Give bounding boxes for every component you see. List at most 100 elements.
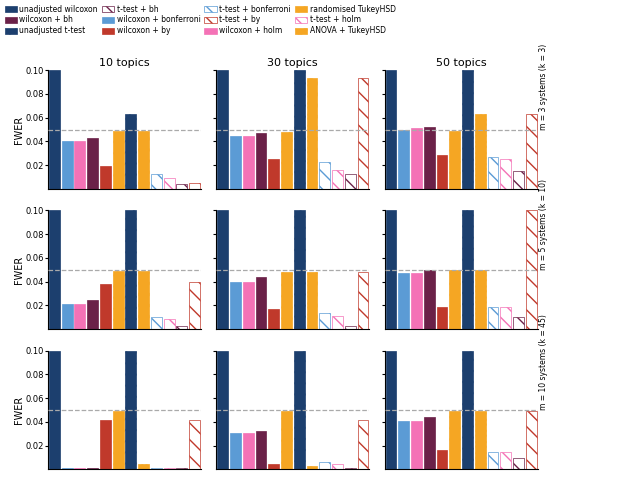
Bar xyxy=(49,211,60,329)
Bar xyxy=(385,350,396,469)
Bar xyxy=(243,136,253,189)
Bar xyxy=(61,304,72,329)
Bar xyxy=(462,211,473,329)
Bar xyxy=(307,272,317,329)
Bar xyxy=(398,273,409,329)
Bar xyxy=(411,421,422,469)
Bar xyxy=(345,174,356,189)
Bar xyxy=(217,70,228,189)
Bar xyxy=(268,464,279,469)
Bar xyxy=(488,157,499,189)
Bar xyxy=(189,420,200,469)
Bar xyxy=(100,166,111,189)
Text: m = 3 systems (k = 3): m = 3 systems (k = 3) xyxy=(540,44,548,130)
Bar xyxy=(164,178,175,189)
Bar xyxy=(268,159,279,189)
Bar xyxy=(526,211,537,329)
Bar xyxy=(500,159,511,189)
Bar xyxy=(87,138,98,189)
Bar xyxy=(307,466,317,469)
Bar xyxy=(307,78,317,189)
Bar xyxy=(281,132,292,189)
Bar xyxy=(332,170,343,189)
Bar xyxy=(49,70,60,189)
Bar xyxy=(436,451,447,469)
Bar xyxy=(513,318,524,329)
Bar xyxy=(177,326,188,329)
Bar xyxy=(243,282,253,329)
Bar xyxy=(100,420,111,469)
Bar xyxy=(294,70,305,189)
Bar xyxy=(230,433,241,469)
Title: 50 topics: 50 topics xyxy=(436,58,486,68)
Bar xyxy=(74,304,85,329)
Bar xyxy=(138,271,149,329)
Bar xyxy=(294,211,305,329)
Bar xyxy=(398,130,409,189)
Bar xyxy=(230,282,241,329)
Bar xyxy=(424,417,435,469)
Bar xyxy=(449,270,460,329)
Bar xyxy=(319,162,330,189)
Bar xyxy=(475,411,486,469)
Bar xyxy=(49,350,60,469)
Bar xyxy=(449,411,460,469)
Bar xyxy=(125,114,136,189)
Bar xyxy=(411,273,422,329)
Bar xyxy=(113,271,124,329)
Bar xyxy=(513,171,524,189)
Bar xyxy=(164,318,175,329)
Bar xyxy=(189,282,200,329)
Y-axis label: FWER: FWER xyxy=(14,256,24,284)
Bar xyxy=(449,131,460,189)
Bar xyxy=(358,78,369,189)
Bar xyxy=(125,350,136,469)
Bar xyxy=(255,277,266,329)
Bar xyxy=(255,431,266,469)
Bar xyxy=(398,421,409,469)
Bar xyxy=(488,452,499,469)
Bar xyxy=(332,464,343,469)
Bar xyxy=(243,433,253,469)
Bar xyxy=(268,309,279,329)
Bar xyxy=(385,211,396,329)
Bar xyxy=(151,318,162,329)
Bar xyxy=(462,70,473,189)
Bar xyxy=(255,133,266,189)
Title: 10 topics: 10 topics xyxy=(99,58,150,68)
Bar xyxy=(125,211,136,329)
Bar xyxy=(319,462,330,469)
Bar xyxy=(385,70,396,189)
Bar xyxy=(138,464,149,469)
Bar xyxy=(526,411,537,469)
Text: m = 10 systems (k = 45): m = 10 systems (k = 45) xyxy=(540,314,548,410)
Bar xyxy=(319,313,330,329)
Bar xyxy=(217,211,228,329)
Bar xyxy=(217,350,228,469)
Bar xyxy=(462,350,473,469)
Legend: unadjusted wilcoxon, wilcoxon + bh, unadjusted t-test, t-test + bh, wilcoxon + b: unadjusted wilcoxon, wilcoxon + bh, unad… xyxy=(4,4,396,36)
Bar xyxy=(411,128,422,189)
Bar xyxy=(332,316,343,329)
Bar xyxy=(500,452,511,469)
Bar xyxy=(436,154,447,189)
Bar xyxy=(87,300,98,329)
Bar xyxy=(526,114,537,189)
Bar xyxy=(513,457,524,469)
Bar xyxy=(488,307,499,329)
Bar xyxy=(230,136,241,189)
Bar xyxy=(189,183,200,189)
Bar xyxy=(281,272,292,329)
Bar xyxy=(113,131,124,189)
Bar xyxy=(113,411,124,469)
Bar xyxy=(345,326,356,329)
Y-axis label: FWER: FWER xyxy=(14,396,24,424)
Bar xyxy=(294,350,305,469)
Bar xyxy=(100,284,111,329)
Bar xyxy=(358,420,369,469)
Bar xyxy=(61,141,72,189)
Bar xyxy=(475,114,486,189)
Bar xyxy=(436,307,447,329)
Bar xyxy=(281,411,292,469)
Bar xyxy=(500,307,511,329)
